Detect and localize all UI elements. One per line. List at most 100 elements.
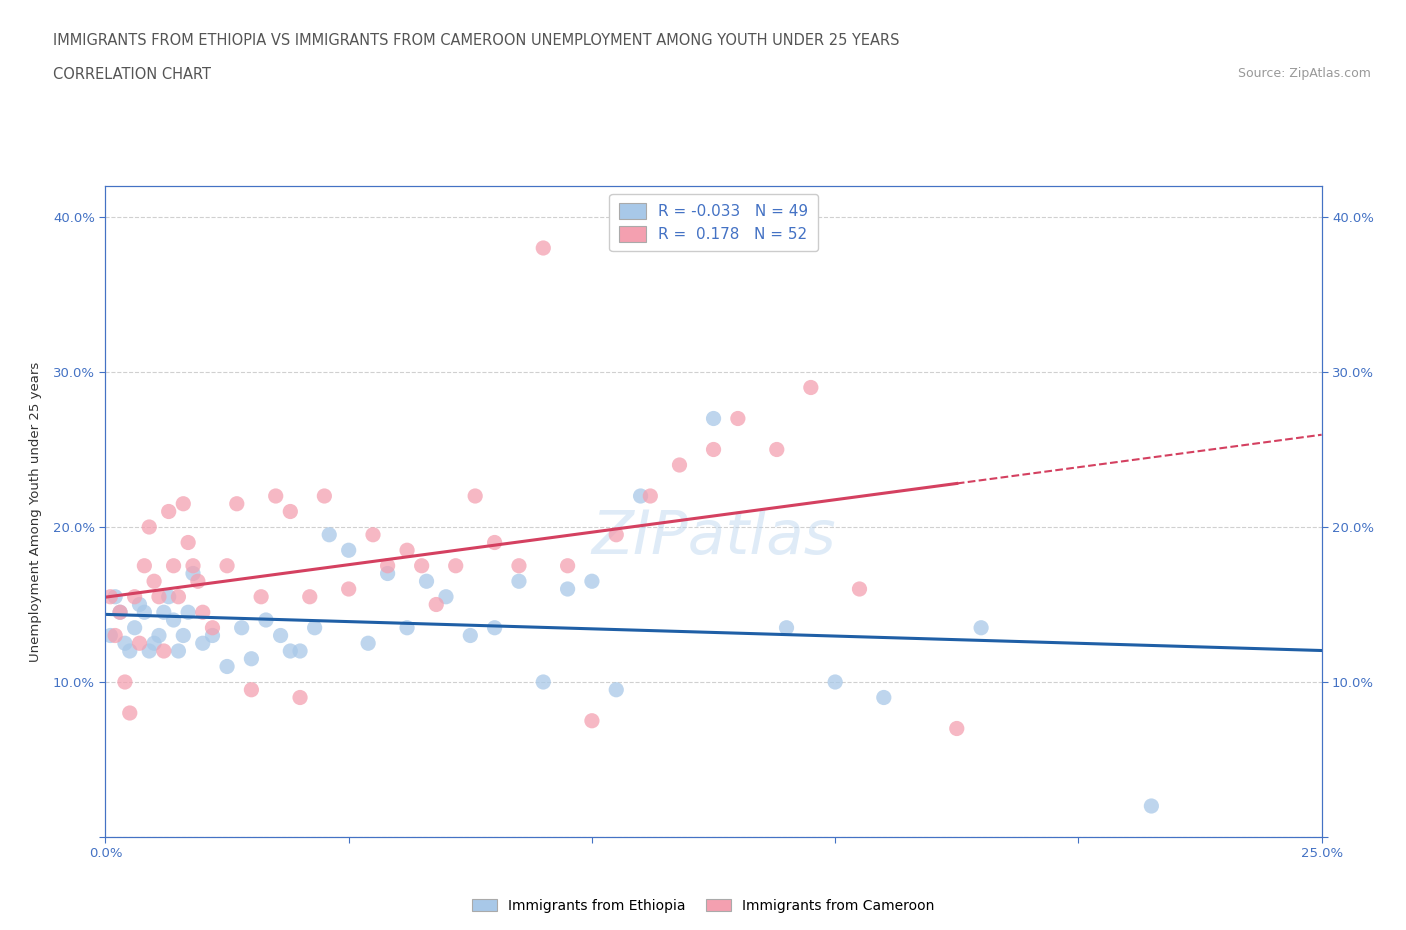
Point	[124, 620, 146, 635]
Point	[177, 535, 200, 550]
Point	[191, 636, 214, 651]
Point	[357, 636, 380, 651]
Point	[464, 488, 486, 503]
Point	[172, 497, 194, 512]
Point	[250, 590, 273, 604]
Point	[425, 597, 447, 612]
Point	[377, 558, 399, 573]
Point	[217, 659, 239, 674]
Legend: R = -0.033   N = 49, R =  0.178   N = 52: R = -0.033 N = 49, R = 0.178 N = 52	[609, 193, 818, 251]
Point	[775, 620, 797, 635]
Point	[848, 581, 870, 596]
Point	[172, 628, 194, 643]
Point	[581, 713, 603, 728]
Point	[531, 241, 554, 256]
Point	[304, 620, 326, 635]
Point	[104, 628, 127, 643]
Point	[581, 574, 603, 589]
Point	[945, 721, 967, 736]
Point	[557, 558, 579, 573]
Point	[157, 504, 180, 519]
Text: ZIPatlas: ZIPatlas	[592, 508, 835, 567]
Point	[254, 613, 277, 628]
Point	[278, 504, 301, 519]
Point	[162, 613, 184, 628]
Point	[191, 604, 214, 619]
Point	[508, 574, 530, 589]
Text: CORRELATION CHART: CORRELATION CHART	[53, 67, 211, 82]
Point	[124, 590, 146, 604]
Point	[605, 527, 627, 542]
Point	[114, 674, 136, 689]
Point	[167, 644, 190, 658]
Point	[225, 497, 247, 512]
Point	[240, 651, 263, 666]
Point	[337, 581, 360, 596]
Point	[181, 566, 204, 581]
Point	[143, 636, 166, 651]
Point	[396, 543, 419, 558]
Point	[134, 558, 156, 573]
Point	[177, 604, 200, 619]
Point	[217, 558, 239, 573]
Point	[361, 527, 384, 542]
Point	[640, 488, 662, 503]
Point	[337, 543, 360, 558]
Point	[138, 520, 160, 535]
Point	[231, 620, 253, 635]
Point	[167, 590, 190, 604]
Point	[411, 558, 433, 573]
Point	[377, 566, 399, 581]
Point	[557, 581, 579, 596]
Point	[148, 590, 170, 604]
Point	[484, 535, 506, 550]
Point	[153, 604, 176, 619]
Point	[318, 527, 340, 542]
Point	[278, 644, 301, 658]
Point	[824, 674, 846, 689]
Point	[143, 574, 166, 589]
Point	[162, 558, 184, 573]
Point	[98, 590, 121, 604]
Point	[1140, 799, 1163, 814]
Point	[108, 604, 131, 619]
Point	[128, 597, 150, 612]
Point	[264, 488, 287, 503]
Point	[201, 628, 224, 643]
Point	[118, 706, 141, 721]
Legend: Immigrants from Ethiopia, Immigrants from Cameroon: Immigrants from Ethiopia, Immigrants fro…	[465, 894, 941, 919]
Point	[630, 488, 652, 503]
Point	[288, 644, 311, 658]
Point	[508, 558, 530, 573]
Text: Source: ZipAtlas.com: Source: ZipAtlas.com	[1237, 67, 1371, 80]
Point	[434, 590, 457, 604]
Point	[702, 442, 725, 457]
Point	[605, 683, 627, 698]
Point	[187, 574, 209, 589]
Point	[114, 636, 136, 651]
Point	[98, 628, 121, 643]
Point	[314, 488, 336, 503]
Point	[201, 620, 224, 635]
Point	[153, 644, 176, 658]
Point	[298, 590, 321, 604]
Point	[134, 604, 156, 619]
Point	[288, 690, 311, 705]
Point	[800, 380, 823, 395]
Point	[240, 683, 263, 698]
Point	[108, 604, 131, 619]
Point	[104, 590, 127, 604]
Point	[765, 442, 787, 457]
Point	[128, 636, 150, 651]
Point	[157, 590, 180, 604]
Point	[484, 620, 506, 635]
Point	[138, 644, 160, 658]
Point	[396, 620, 419, 635]
Point	[668, 458, 690, 472]
Point	[444, 558, 467, 573]
Text: IMMIGRANTS FROM ETHIOPIA VS IMMIGRANTS FROM CAMEROON UNEMPLOYMENT AMONG YOUTH UN: IMMIGRANTS FROM ETHIOPIA VS IMMIGRANTS F…	[53, 33, 900, 47]
Point	[270, 628, 292, 643]
Point	[458, 628, 481, 643]
Point	[970, 620, 993, 635]
Point	[702, 411, 725, 426]
